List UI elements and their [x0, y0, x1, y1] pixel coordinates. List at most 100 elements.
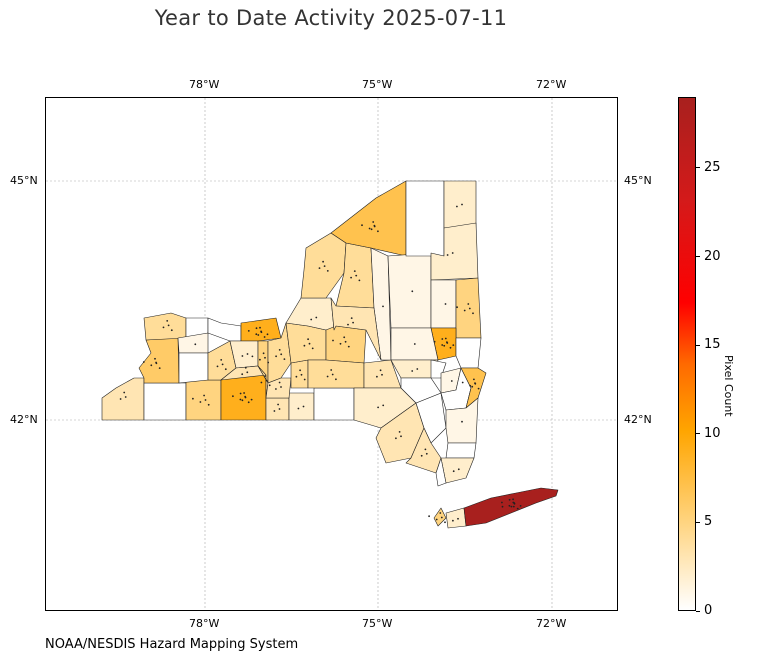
- county-steuben[interactable]: [220, 374, 267, 421]
- county-monroe[interactable]: [207, 317, 242, 342]
- detection-point: [322, 260, 324, 263]
- chart-title: Year to Date Activity 2025-07-11: [154, 6, 508, 30]
- lat-tick-left-45: 45°N: [10, 174, 38, 187]
- county-herkimer[interactable]: [370, 247, 392, 361]
- county-chemung[interactable]: [265, 397, 290, 421]
- county-putnam[interactable]: [445, 442, 477, 459]
- detection-point: [347, 323, 349, 326]
- county-onondaga[interactable]: [285, 322, 327, 364]
- county-chenango[interactable]: [307, 359, 365, 389]
- county-washington[interactable]: [455, 277, 482, 339]
- county-chautauqua[interactable]: [101, 377, 145, 421]
- county-clinton[interactable]: [443, 180, 477, 229]
- county-broome[interactable]: [313, 387, 355, 421]
- lat-tick-left-42: 42°N: [10, 413, 38, 426]
- detection-point: [382, 404, 385, 407]
- lon-tick-top-72: 72°W: [536, 78, 567, 91]
- detection-point: [255, 333, 258, 336]
- detection-point: [154, 357, 156, 360]
- detection-point: [277, 403, 279, 406]
- detection-point: [512, 498, 514, 501]
- county-allegany[interactable]: [185, 379, 222, 421]
- detection-point: [361, 224, 363, 227]
- detection-point: [469, 384, 472, 387]
- detection-point: [516, 507, 519, 510]
- detection-point: [257, 334, 260, 336]
- detection-point: [167, 324, 170, 327]
- detection-point: [199, 401, 202, 403]
- detection-point: [273, 410, 276, 412]
- detection-point: [350, 317, 353, 319]
- detection-point: [251, 355, 254, 358]
- detection-point: [243, 392, 246, 394]
- detection-point: [395, 437, 397, 440]
- county-erie[interactable]: [138, 337, 180, 384]
- detection-point: [372, 221, 375, 223]
- detection-point: [355, 274, 358, 277]
- detection-point: [335, 378, 337, 381]
- detection-point: [310, 318, 313, 321]
- county-warren[interactable]: [430, 279, 457, 329]
- county-cattaraugus[interactable]: [143, 382, 187, 421]
- colorbar-tick-label: 20: [704, 248, 721, 264]
- colorbar-tick-mark: [696, 167, 700, 169]
- detection-point: [278, 381, 281, 384]
- detection-point: [250, 398, 253, 401]
- detection-point: [241, 373, 244, 376]
- detection-point: [204, 399, 207, 401]
- county-madison[interactable]: [325, 325, 367, 364]
- lon-tick-top-75: 75°W: [362, 78, 393, 91]
- detection-point: [512, 501, 515, 504]
- county-hamilton[interactable]: [387, 252, 432, 329]
- detection-point: [241, 355, 244, 357]
- county-nassau[interactable]: [445, 507, 467, 529]
- county-westchester[interactable]: [440, 457, 475, 484]
- county-rockland[interactable]: [435, 457, 447, 487]
- detection-point: [444, 337, 447, 340]
- county-niagara[interactable]: [143, 312, 187, 341]
- county-tompkins[interactable]: [265, 377, 292, 399]
- detection-point: [468, 307, 471, 310]
- detection-point: [441, 338, 444, 340]
- detection-point: [501, 505, 504, 508]
- colorbar-tick-mark: [696, 344, 700, 346]
- county-rensselaer[interactable]: [455, 337, 482, 369]
- county-wayne[interactable]: [240, 317, 282, 342]
- detection-point: [377, 230, 379, 233]
- detection-point: [267, 361, 270, 364]
- detection-point: [303, 378, 306, 381]
- detection-point: [123, 391, 126, 394]
- county-jefferson[interactable]: [300, 232, 347, 299]
- detection-point: [358, 279, 361, 282]
- county-nyc[interactable]: [433, 507, 447, 527]
- detection-point: [424, 448, 427, 451]
- county-oneida[interactable]: [330, 297, 382, 361]
- detection-point: [246, 353, 249, 355]
- detection-point: [352, 321, 354, 324]
- county-schoharie[interactable]: [400, 377, 442, 404]
- detection-point: [280, 386, 282, 388]
- colorbar: [678, 97, 696, 611]
- detection-point: [370, 228, 373, 231]
- colorbar-tick-mark: [696, 521, 700, 523]
- detection-point: [220, 359, 223, 361]
- county-wyoming[interactable]: [178, 352, 209, 384]
- detection-point: [124, 396, 127, 398]
- detection-point: [377, 406, 379, 409]
- detection-point: [461, 381, 464, 384]
- colorbar-tick-label: 10: [704, 425, 721, 441]
- detection-point: [471, 385, 474, 388]
- lon-tick-bottom-78: 78°W: [189, 617, 220, 630]
- detection-point: [428, 515, 430, 518]
- county-cortland[interactable]: [290, 359, 309, 389]
- county-franklin[interactable]: [405, 180, 445, 257]
- detection-point: [278, 408, 281, 410]
- detection-point: [308, 342, 311, 345]
- detection-point: [472, 312, 474, 315]
- county-tioga[interactable]: [288, 392, 315, 421]
- detection-point: [326, 375, 329, 378]
- detection-point: [444, 521, 446, 524]
- detection-point: [119, 398, 122, 400]
- map-frame: [45, 97, 618, 611]
- detection-point: [315, 316, 318, 319]
